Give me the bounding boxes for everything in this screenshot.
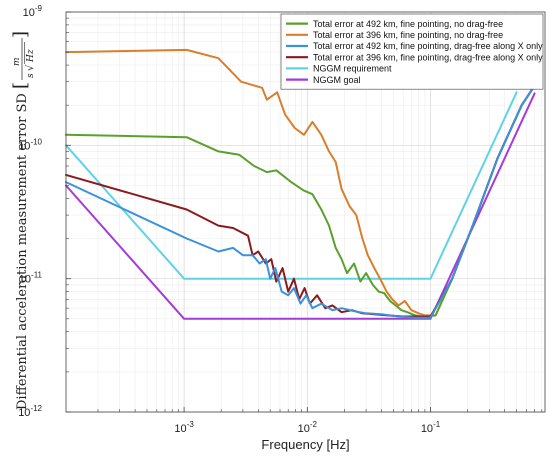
- legend-label-6: NGGM goal: [313, 75, 361, 85]
- legend-label-3: Total error at 492 km, fine pointing, dr…: [313, 41, 543, 51]
- y-tick-label: 10-12: [18, 404, 42, 419]
- y-axis-label-group: Differential acceleration measurement er…: [10, 31, 36, 410]
- y-tick-label: 10-10: [18, 137, 42, 152]
- series-line-3: [65, 84, 536, 319]
- minor-grid: [66, 12, 545, 412]
- y-axis-label: Differential acceleration measurement er…: [15, 93, 30, 410]
- y-unit-denominator-prefix: s: [26, 73, 36, 78]
- series-line-4: [65, 84, 536, 318]
- y-unit-numerator: m: [12, 57, 22, 66]
- plot-frame: [65, 11, 546, 413]
- x-tick-label: 10-1: [421, 420, 441, 435]
- x-tick-label: 10-2: [298, 420, 318, 435]
- x-axis-label: Frequency [Hz]: [261, 437, 349, 452]
- legend: Total error at 492 km, fine pointing, no…: [280, 13, 544, 90]
- tick-marks: [66, 11, 543, 413]
- y-tick-labels: 10-12 10-11 10-10 10-9: [18, 4, 42, 419]
- series-line-6: [65, 92, 536, 320]
- y-unit-denominator-root: Hz: [26, 49, 36, 63]
- y-unit-root-sign: √: [25, 64, 36, 71]
- y-tick-label: 10-9: [23, 4, 43, 19]
- x-tick-label: 10-3: [174, 420, 194, 435]
- legend-label-1: Total error at 492 km, fine pointing, no…: [313, 19, 503, 29]
- y-unit-bracket-open: [: [10, 82, 31, 89]
- legend-label-5: NGGM requirement: [313, 64, 392, 74]
- series-layer: [65, 48, 536, 320]
- y-unit-bracket-close: ]: [10, 31, 31, 38]
- y-tick-label: 10-11: [19, 271, 43, 286]
- legend-label-2: Total error at 396 km, fine pointing, no…: [313, 30, 503, 40]
- legend-box: [280, 13, 544, 90]
- legend-label-4: Total error at 396 km, fine pointing, dr…: [313, 52, 543, 62]
- x-tick-labels: 10-3 10-2 10-1: [174, 420, 440, 435]
- series-line-5: [65, 91, 518, 280]
